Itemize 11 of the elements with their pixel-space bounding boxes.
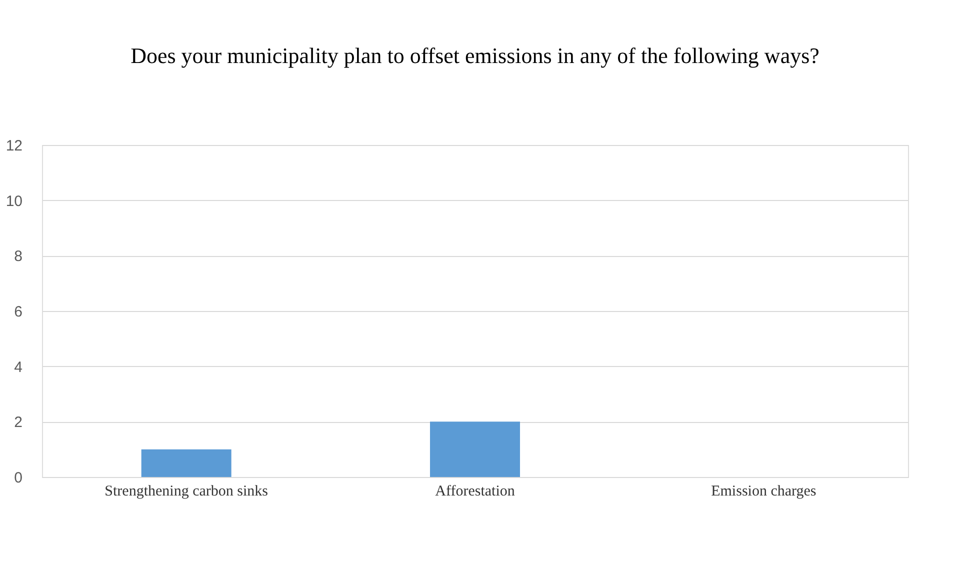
- x-tick-label: Strengthening carbon sinks: [104, 484, 268, 500]
- chart-title: Does your municipality plan to offset emissions in any of the following ways?: [130, 43, 820, 68]
- y-tick-label: 4: [14, 358, 22, 376]
- x-tick-label: Afforestation: [435, 484, 516, 500]
- y-tick-label: 8: [14, 248, 22, 266]
- y-tick-label: 10: [6, 192, 22, 210]
- y-tick-label: 6: [14, 304, 22, 320]
- y-tick-label: 0: [14, 470, 22, 486]
- x-tick-label: Emission charges: [711, 484, 816, 500]
- y-tick-label: 2: [14, 414, 22, 432]
- y-tick-label: 12: [6, 138, 22, 154]
